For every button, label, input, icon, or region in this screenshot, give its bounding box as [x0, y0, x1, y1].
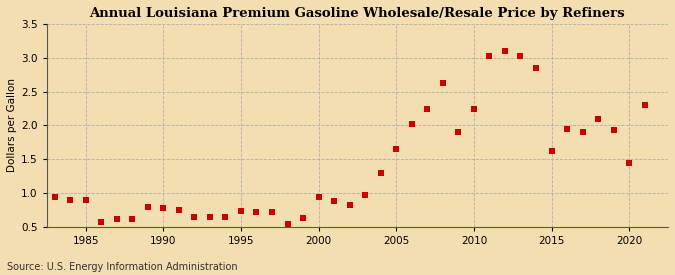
- Point: [127, 217, 138, 221]
- Point: [422, 106, 433, 111]
- Point: [189, 215, 200, 219]
- Point: [65, 198, 76, 202]
- Point: [329, 199, 340, 204]
- Point: [282, 222, 293, 227]
- Y-axis label: Dollars per Gallon: Dollars per Gallon: [7, 78, 17, 172]
- Point: [49, 194, 60, 199]
- Text: Source: U.S. Energy Information Administration: Source: U.S. Energy Information Administ…: [7, 262, 238, 272]
- Point: [236, 209, 246, 214]
- Point: [437, 81, 448, 85]
- Point: [468, 106, 479, 111]
- Point: [515, 54, 526, 58]
- Point: [562, 127, 572, 131]
- Title: Annual Louisiana Premium Gasoline Wholesale/Resale Price by Refiners: Annual Louisiana Premium Gasoline Wholes…: [90, 7, 625, 20]
- Point: [593, 117, 603, 121]
- Point: [577, 130, 588, 134]
- Point: [298, 216, 308, 221]
- Point: [624, 161, 634, 165]
- Point: [142, 205, 153, 209]
- Point: [313, 194, 324, 199]
- Point: [344, 203, 355, 208]
- Point: [267, 210, 277, 214]
- Point: [205, 215, 215, 219]
- Point: [484, 54, 495, 59]
- Point: [173, 208, 184, 212]
- Point: [639, 103, 650, 107]
- Point: [500, 49, 510, 53]
- Point: [406, 122, 417, 126]
- Point: [111, 217, 122, 221]
- Point: [251, 210, 262, 214]
- Point: [80, 198, 91, 202]
- Point: [375, 171, 386, 175]
- Point: [360, 193, 371, 197]
- Point: [391, 147, 402, 151]
- Point: [158, 206, 169, 210]
- Point: [546, 148, 557, 153]
- Point: [608, 128, 619, 132]
- Point: [96, 219, 107, 224]
- Point: [453, 130, 464, 134]
- Point: [220, 215, 231, 219]
- Point: [531, 66, 541, 70]
